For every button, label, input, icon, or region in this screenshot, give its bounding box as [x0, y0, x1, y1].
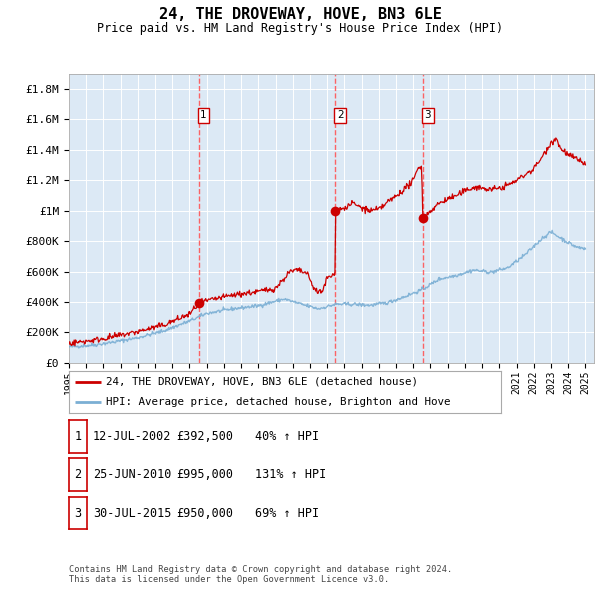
Text: 69% ↑ HPI: 69% ↑ HPI — [255, 506, 319, 520]
Text: 12-JUL-2002: 12-JUL-2002 — [93, 430, 172, 443]
Text: Price paid vs. HM Land Registry's House Price Index (HPI): Price paid vs. HM Land Registry's House … — [97, 22, 503, 35]
Text: 24, THE DROVEWAY, HOVE, BN3 6LE: 24, THE DROVEWAY, HOVE, BN3 6LE — [158, 7, 442, 22]
Text: 131% ↑ HPI: 131% ↑ HPI — [255, 468, 326, 481]
Text: 2: 2 — [74, 468, 82, 481]
Text: 40% ↑ HPI: 40% ↑ HPI — [255, 430, 319, 443]
Text: 3: 3 — [74, 506, 82, 520]
Text: Contains HM Land Registry data © Crown copyright and database right 2024.
This d: Contains HM Land Registry data © Crown c… — [69, 565, 452, 584]
Text: 1: 1 — [200, 110, 207, 120]
Text: 25-JUN-2010: 25-JUN-2010 — [93, 468, 172, 481]
Text: 24, THE DROVEWAY, HOVE, BN3 6LE (detached house): 24, THE DROVEWAY, HOVE, BN3 6LE (detache… — [106, 377, 418, 387]
Text: 3: 3 — [425, 110, 431, 120]
Text: HPI: Average price, detached house, Brighton and Hove: HPI: Average price, detached house, Brig… — [106, 396, 450, 407]
Text: £950,000: £950,000 — [176, 506, 233, 520]
Text: 1: 1 — [74, 430, 82, 443]
Text: 30-JUL-2015: 30-JUL-2015 — [93, 506, 172, 520]
Text: £995,000: £995,000 — [176, 468, 233, 481]
Text: £392,500: £392,500 — [176, 430, 233, 443]
Text: 2: 2 — [337, 110, 343, 120]
